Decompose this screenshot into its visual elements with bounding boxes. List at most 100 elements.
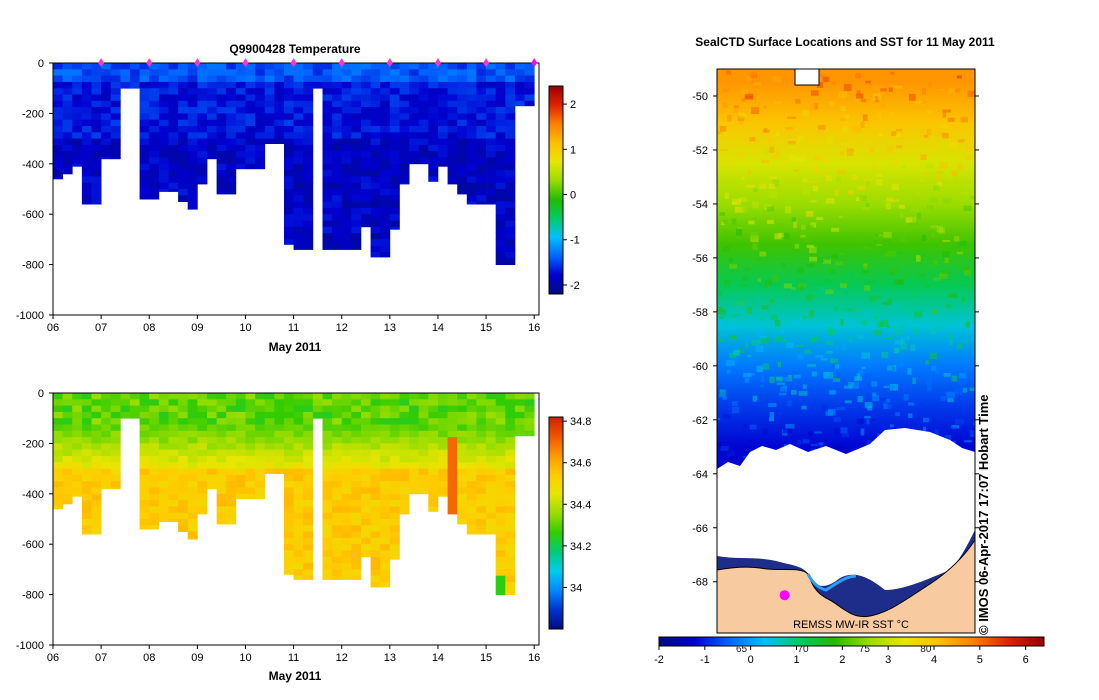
section-cell <box>245 113 256 121</box>
section-cell <box>351 468 362 476</box>
section-cell <box>293 138 304 146</box>
section-cell <box>101 81 112 89</box>
section-cell <box>505 399 516 406</box>
sst-speckle-cell <box>899 204 906 209</box>
section-cell <box>438 157 448 165</box>
x-tick-label: 15 <box>480 322 492 334</box>
sst-speckle-cell <box>744 342 749 348</box>
section-cell <box>438 418 448 425</box>
section-cell <box>505 544 516 551</box>
sst-speckle-cell <box>759 335 768 339</box>
sst-speckle-cell <box>718 327 727 331</box>
section-cell <box>158 424 169 432</box>
section-cell <box>130 411 140 419</box>
section-cell <box>139 113 150 121</box>
sst-speckle-cell <box>722 102 728 109</box>
section-cell <box>399 405 410 413</box>
section-cell <box>389 113 400 121</box>
section-cell <box>514 430 525 437</box>
section-cell <box>139 119 150 127</box>
section-cell <box>428 107 439 114</box>
section-cell <box>139 63 150 70</box>
section-cell <box>101 69 112 76</box>
sst-speckle-cell <box>865 439 872 447</box>
section-cell <box>505 119 516 127</box>
section-cell <box>91 525 102 532</box>
sst-speckle-cell <box>924 283 930 289</box>
section-cell <box>110 75 121 83</box>
sst-speckle-cell <box>843 84 852 91</box>
section-cell <box>274 81 285 89</box>
section-cell <box>53 119 63 127</box>
section-cell <box>62 456 73 463</box>
section-cell <box>351 226 362 234</box>
section-cell <box>524 424 535 432</box>
section-cell <box>178 144 189 152</box>
colorbar-tick-label: 1 <box>570 144 576 156</box>
section-cell <box>418 411 429 419</box>
sst-speckle-cell <box>894 412 901 416</box>
sst-speckle-cell <box>856 231 860 237</box>
section-cell <box>139 493 150 501</box>
sst-speckle-cell <box>770 314 778 321</box>
section-cell <box>235 113 246 121</box>
section-cell <box>322 126 333 133</box>
section-cell <box>72 63 83 70</box>
section-cell <box>332 69 343 76</box>
sst-speckle-cell <box>845 160 849 163</box>
section-cell <box>81 411 92 419</box>
section-cell <box>341 233 352 240</box>
section-cell <box>235 88 246 95</box>
section-cell <box>207 138 217 146</box>
sst-speckle-cell <box>909 216 917 223</box>
section-cell <box>361 113 371 121</box>
sst-speckle-cell <box>847 402 852 407</box>
section-cell <box>226 462 237 469</box>
section-cell <box>476 138 487 146</box>
section-cell <box>457 393 468 400</box>
section-cell <box>447 462 458 469</box>
section-cell <box>466 481 477 488</box>
section-cell <box>447 411 458 419</box>
section-cell <box>389 182 400 190</box>
section-cell <box>207 88 217 95</box>
section-cell <box>495 182 506 190</box>
section-cell <box>62 107 73 114</box>
section-cell <box>91 100 102 108</box>
section-cell <box>293 500 304 507</box>
sst-speckle-cell <box>884 252 888 257</box>
section-cell <box>293 132 304 139</box>
sst-speckle-cell <box>817 124 826 130</box>
section-cell <box>255 424 266 432</box>
section-cell <box>495 107 506 114</box>
sst-speckle-cell <box>964 280 972 287</box>
sst-colorbar-tick-label: -1 <box>700 654 710 666</box>
section-cell <box>341 132 352 139</box>
section-cell <box>370 63 381 70</box>
sst-speckle-cell <box>947 117 955 122</box>
section-cell <box>91 531 102 535</box>
sst-speckle-cell <box>759 183 767 189</box>
section-cell <box>91 151 102 158</box>
section-cell <box>245 94 256 102</box>
section-cell <box>380 456 391 463</box>
section-cell <box>524 94 535 102</box>
section-cell <box>409 63 420 70</box>
section-cell <box>91 195 102 202</box>
sst-speckle-cell <box>719 394 725 398</box>
sst-speckle-cell <box>848 336 852 343</box>
sst-speckle-cell <box>778 298 787 303</box>
section-cell <box>495 393 506 400</box>
sst-speckle-cell <box>940 395 947 402</box>
salinity-y-axis: 0-200-400-600-800-1000 <box>16 388 53 652</box>
section-cell <box>81 176 92 184</box>
section-cell <box>72 94 83 102</box>
section-cell <box>284 474 294 482</box>
section-cell <box>351 163 362 171</box>
section-cell <box>332 195 343 202</box>
section-cell <box>370 151 381 158</box>
section-cell <box>361 138 371 146</box>
section-cell <box>351 481 362 488</box>
y-tick-label: -1000 <box>16 310 44 322</box>
section-cell <box>389 556 400 560</box>
